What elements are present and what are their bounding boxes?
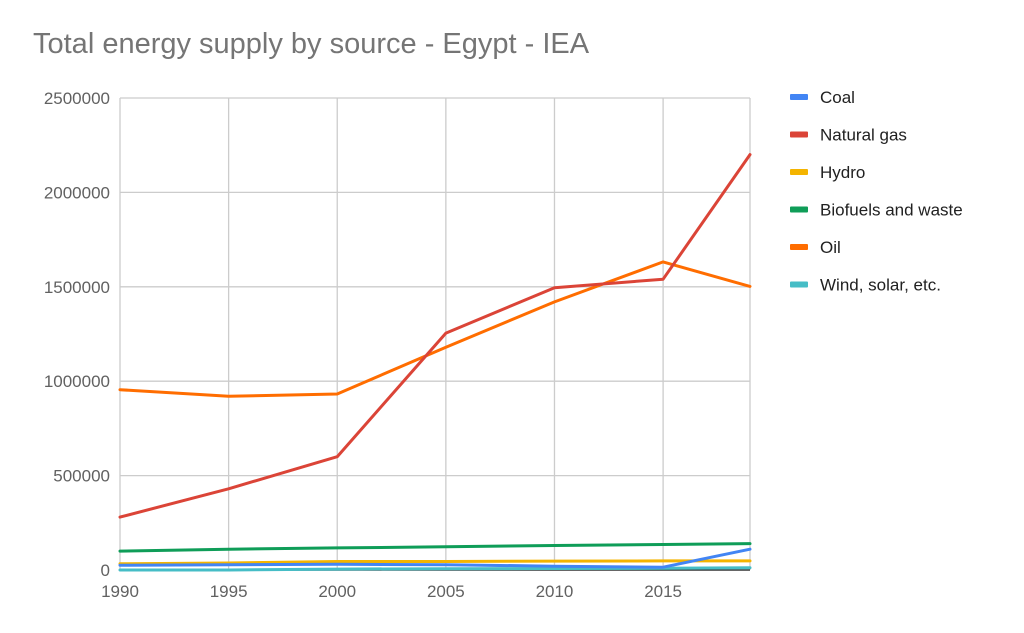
y-tick-label: 1000000	[44, 372, 110, 391]
legend-swatch-hydro	[790, 169, 808, 175]
x-tick-label: 1990	[101, 582, 139, 601]
y-tick-label: 0	[101, 561, 110, 580]
y-tick-label: 2000000	[44, 183, 110, 202]
legend-label-natural-gas: Natural gas	[820, 126, 907, 145]
x-tick-label: 1995	[210, 582, 248, 601]
legend-swatch-wind-solar-etc	[790, 281, 808, 288]
x-tick-label: 2015	[644, 582, 682, 601]
series-line-biofuels-and-waste	[118, 542, 752, 553]
legend-swatch-biofuels-and-waste	[790, 206, 808, 213]
series-line-hydro	[118, 559, 752, 566]
legend-label-wind-solar-etc: Wind, solar, etc.	[820, 276, 941, 295]
series-line-natural-gas	[118, 153, 752, 519]
x-tick-label: 2010	[536, 582, 574, 601]
y-tick-label: 2500000	[44, 89, 110, 108]
axes: 0 500000 1000000 1500000 2000000 2500000 1990 1…	[44, 89, 750, 601]
series-line-coal	[118, 547, 752, 569]
x-tick-label: 2005	[427, 582, 465, 601]
x-tick-label: 2000	[318, 582, 356, 601]
legend-label-hydro: Hydro	[820, 163, 865, 182]
legend-label-biofuels-and-waste: Biofuels and waste	[820, 201, 963, 220]
series-lines	[118, 153, 752, 572]
grid	[119, 97, 751, 570]
legend-swatch-coal	[790, 94, 808, 100]
y-tick-label: 1500000	[44, 278, 110, 297]
legend-label-oil: Oil	[820, 238, 841, 257]
y-tick-label: 500000	[53, 467, 110, 486]
legend-swatch-oil	[790, 244, 808, 250]
legend-label-coal: Coal	[820, 88, 855, 107]
legend-swatch-natural-gas	[790, 131, 808, 138]
legend: Coal Natural gas Hydro Biofuels and waste Oi…	[790, 88, 963, 295]
series-line-oil	[118, 260, 752, 398]
chart-title: Total energy supply by source - Egypt - …	[33, 28, 590, 60]
